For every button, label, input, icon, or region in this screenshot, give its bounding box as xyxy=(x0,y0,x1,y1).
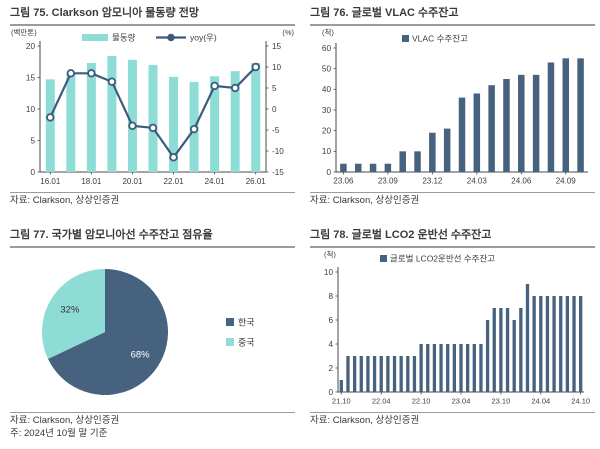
figure-77-note: 주: 2024년 10월 말 기준 xyxy=(10,428,108,439)
svg-text:26.01: 26.01 xyxy=(246,177,267,186)
svg-text:-10: -10 xyxy=(272,147,284,156)
svg-text:20.01: 20.01 xyxy=(122,177,143,186)
svg-text:VLAC 수주잔고: VLAC 수주잔고 xyxy=(412,34,468,44)
svg-text:68%: 68% xyxy=(131,349,151,360)
svg-text:yoy(우): yoy(우) xyxy=(190,33,217,43)
svg-text:10: 10 xyxy=(322,147,332,156)
svg-text:0: 0 xyxy=(272,105,277,114)
svg-text:23.09: 23.09 xyxy=(378,177,399,186)
svg-text:중국: 중국 xyxy=(238,338,255,348)
figure-77-source: 자료: Clarkson, 상상인증권 xyxy=(10,412,295,427)
svg-text:23.12: 23.12 xyxy=(422,177,443,186)
svg-text:물동량: 물동량 xyxy=(112,33,136,43)
svg-text:32%: 32% xyxy=(60,305,80,316)
svg-text:6: 6 xyxy=(328,316,333,325)
figure-77-title: 그림 77. 국가별 암모니아선 수주잔고 점유율 xyxy=(10,228,295,248)
svg-text:22.04: 22.04 xyxy=(372,397,391,406)
figure-78-chart: 0 2 4 6 8 10 (척) 21.10 22.04 22.10 23.04 23.10 24.04… xyxy=(310,248,595,412)
figure-78-source: 자료: Clarkson, 상상인증권 xyxy=(310,412,595,427)
figure-75-source: 자료: Clarkson, 상상인증권 xyxy=(10,192,295,207)
svg-text:15: 15 xyxy=(272,42,282,51)
svg-text:글로벌 LCO2운반선 수주잔고: 글로벌 LCO2운반선 수주잔고 xyxy=(390,254,495,264)
svg-text:0: 0 xyxy=(326,168,331,177)
svg-text:한국: 한국 xyxy=(238,318,255,328)
figure-75-panel: 그림 75. Clarkson 암모니아 물동량 전망 0 5 10 15 20 -15 -… xyxy=(10,6,295,207)
svg-text:10: 10 xyxy=(26,105,36,114)
figure-78-panel: 그림 78. 글로벌 LCO2 운반선 수주잔고 0 2 4 6 8 10 (척) 21.10… xyxy=(310,228,595,427)
svg-text:24.09: 24.09 xyxy=(556,177,577,186)
svg-text:10: 10 xyxy=(272,63,282,72)
fig75-combo-chart-svg: 0 5 10 15 20 -15 -10 -5 0 5 10 15 (백만톤) (%) 16.01 18.01… xyxy=(11,27,294,186)
svg-text:22.10: 22.10 xyxy=(412,397,431,406)
svg-text:21.10: 21.10 xyxy=(332,397,351,406)
svg-text:50: 50 xyxy=(322,64,332,73)
svg-text:20: 20 xyxy=(26,42,36,51)
svg-text:-5: -5 xyxy=(272,126,280,135)
svg-text:5: 5 xyxy=(272,84,277,93)
svg-text:23.04: 23.04 xyxy=(452,397,471,406)
svg-text:(%): (%) xyxy=(282,28,294,37)
svg-text:24.06: 24.06 xyxy=(511,177,532,186)
svg-text:0: 0 xyxy=(328,388,333,397)
svg-text:0: 0 xyxy=(30,168,35,177)
figure-76-title: 그림 76. 글로벌 VLAC 수주잔고 xyxy=(310,6,595,26)
svg-text:5: 5 xyxy=(30,136,35,145)
svg-text:60: 60 xyxy=(322,44,332,53)
svg-text:40: 40 xyxy=(322,85,332,94)
svg-text:15: 15 xyxy=(26,73,36,82)
svg-text:23.06: 23.06 xyxy=(333,177,354,186)
svg-text:(척): (척) xyxy=(324,250,336,259)
figure-76-chart: 0 10 20 30 40 50 60 (척) 23.06 23.09 23.12 24.03 24.0… xyxy=(310,26,595,192)
svg-text:(척): (척) xyxy=(322,28,334,37)
svg-text:-15: -15 xyxy=(272,168,284,177)
svg-text:18.01: 18.01 xyxy=(81,177,102,186)
svg-text:24.01: 24.01 xyxy=(205,177,226,186)
figure-75-chart: 0 5 10 15 20 -15 -10 -5 0 5 10 15 (백만톤) (%) 16.01 18.01… xyxy=(10,26,295,192)
figure-76-panel: 그림 76. 글로벌 VLAC 수주잔고 0 10 20 30 40 50 60 (척) 23.… xyxy=(310,6,595,207)
svg-text:4: 4 xyxy=(328,340,333,349)
svg-text:24.04: 24.04 xyxy=(531,397,550,406)
svg-text:2: 2 xyxy=(328,364,333,373)
svg-text:24.10: 24.10 xyxy=(571,397,590,406)
svg-text:10: 10 xyxy=(324,268,334,277)
fig76-bar-chart-svg: 0 10 20 30 40 50 60 (척) 23.06 23.09 23.12 24.03 24.0… xyxy=(322,28,588,186)
svg-text:20: 20 xyxy=(322,126,332,135)
figure-78-title: 그림 78. 글로벌 LCO2 운반선 수주잔고 xyxy=(310,228,595,248)
svg-text:23.10: 23.10 xyxy=(492,397,511,406)
figure-75-title: 그림 75. Clarkson 암모니아 물동량 전망 xyxy=(10,6,295,26)
svg-text:24.03: 24.03 xyxy=(467,177,488,186)
svg-text:8: 8 xyxy=(328,292,333,301)
figure-76-source: 자료: Clarkson, 상상인증권 xyxy=(310,192,595,207)
svg-text:22.01: 22.01 xyxy=(164,177,185,186)
svg-text:(백만톤): (백만톤) xyxy=(11,27,37,37)
svg-text:16.01: 16.01 xyxy=(40,177,61,186)
fig78-bar-chart-svg: 0 2 4 6 8 10 (척) 21.10 22.04 22.10 23.04 23.10 24.04… xyxy=(324,250,590,406)
svg-text:30: 30 xyxy=(322,106,332,115)
